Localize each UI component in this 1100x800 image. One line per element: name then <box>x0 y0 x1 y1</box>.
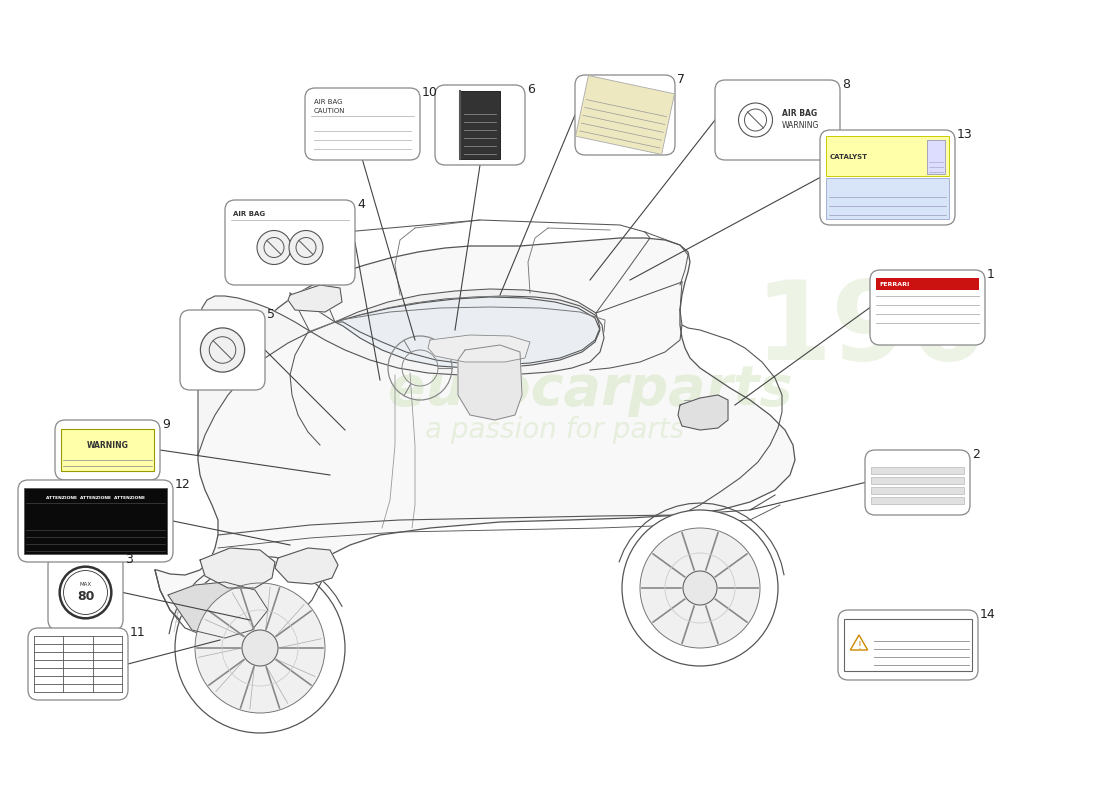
Circle shape <box>621 510 778 666</box>
Bar <box>927 140 945 174</box>
Bar <box>871 467 964 474</box>
Text: AIR BAG: AIR BAG <box>314 99 342 105</box>
Text: ATTENZIONE  ATTENZIONE  ATTENZIONE: ATTENZIONE ATTENZIONE ATTENZIONE <box>46 496 145 500</box>
FancyBboxPatch shape <box>838 610 978 680</box>
Circle shape <box>683 571 717 605</box>
Bar <box>60 429 154 471</box>
Polygon shape <box>200 548 275 588</box>
FancyBboxPatch shape <box>226 200 355 285</box>
Text: 9: 9 <box>162 418 169 431</box>
FancyBboxPatch shape <box>820 130 955 225</box>
Circle shape <box>200 328 244 372</box>
Circle shape <box>59 566 111 618</box>
FancyBboxPatch shape <box>48 555 123 630</box>
Circle shape <box>175 563 345 733</box>
Text: 5: 5 <box>267 308 275 321</box>
FancyBboxPatch shape <box>55 420 160 480</box>
Polygon shape <box>458 345 522 420</box>
FancyBboxPatch shape <box>865 450 970 515</box>
Text: 196: 196 <box>755 277 986 383</box>
Circle shape <box>242 630 278 666</box>
Text: WARNING: WARNING <box>87 442 129 450</box>
Text: WARNING: WARNING <box>781 121 818 130</box>
Text: 80: 80 <box>77 590 95 603</box>
Text: AIR BAG: AIR BAG <box>781 110 816 118</box>
Bar <box>844 619 972 671</box>
Polygon shape <box>336 297 600 368</box>
Polygon shape <box>275 548 338 584</box>
Text: 1: 1 <box>987 268 994 281</box>
Bar <box>871 487 964 494</box>
Circle shape <box>289 230 323 265</box>
Text: 3: 3 <box>125 553 133 566</box>
Bar <box>24 488 167 554</box>
FancyBboxPatch shape <box>575 75 675 155</box>
Text: 13: 13 <box>957 128 972 141</box>
Text: eurocarparts: eurocarparts <box>387 363 792 417</box>
Text: MAX: MAX <box>79 582 91 587</box>
Circle shape <box>257 230 292 265</box>
Polygon shape <box>288 285 342 312</box>
FancyBboxPatch shape <box>18 480 173 562</box>
Text: AIR BAG: AIR BAG <box>233 211 265 217</box>
Text: a passion for parts: a passion for parts <box>426 416 684 444</box>
FancyBboxPatch shape <box>180 310 265 390</box>
Text: !: ! <box>857 641 861 651</box>
Bar <box>871 477 964 484</box>
FancyBboxPatch shape <box>715 80 840 160</box>
Bar <box>826 178 949 219</box>
Text: 2: 2 <box>972 448 980 461</box>
Text: CAUTION: CAUTION <box>314 108 345 114</box>
Bar <box>871 497 964 504</box>
FancyBboxPatch shape <box>28 628 128 700</box>
Polygon shape <box>336 289 600 365</box>
Text: 8: 8 <box>842 78 850 91</box>
Text: 11: 11 <box>130 626 145 639</box>
Text: 4: 4 <box>358 198 365 211</box>
Text: 12: 12 <box>175 478 190 491</box>
Bar <box>460 91 500 159</box>
Text: CATALYST: CATALYST <box>830 154 868 160</box>
FancyBboxPatch shape <box>305 88 420 160</box>
Bar <box>826 136 949 175</box>
Text: 14: 14 <box>980 608 996 621</box>
FancyBboxPatch shape <box>434 85 525 165</box>
Polygon shape <box>198 296 604 455</box>
Bar <box>876 278 979 290</box>
Circle shape <box>195 583 324 713</box>
Polygon shape <box>428 335 530 362</box>
Bar <box>575 75 674 154</box>
FancyBboxPatch shape <box>870 270 984 345</box>
Circle shape <box>640 528 760 648</box>
Text: 7: 7 <box>676 73 685 86</box>
Circle shape <box>738 103 772 137</box>
Polygon shape <box>155 238 795 640</box>
Text: 10: 10 <box>422 86 438 99</box>
Polygon shape <box>678 395 728 430</box>
Polygon shape <box>168 582 268 638</box>
Text: 6: 6 <box>527 83 535 96</box>
Text: FERRARI: FERRARI <box>879 282 910 286</box>
